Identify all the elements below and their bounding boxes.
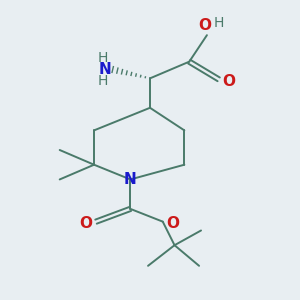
Text: O: O [222,74,235,89]
Text: H: H [98,74,108,88]
Text: N: N [124,172,137,187]
Text: O: O [199,18,212,33]
Text: H: H [98,51,108,65]
Text: H: H [214,16,224,30]
Text: O: O [80,216,93,231]
Text: O: O [166,216,179,231]
Text: N: N [98,62,111,77]
